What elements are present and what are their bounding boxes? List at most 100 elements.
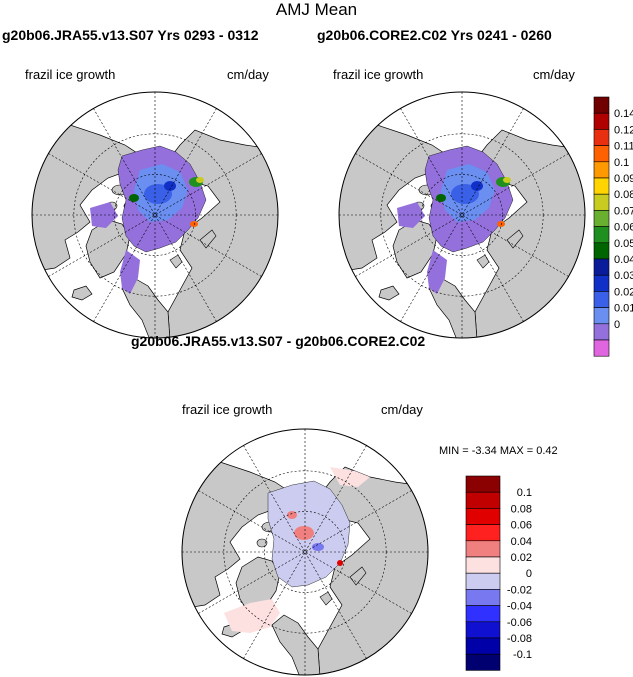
colorbar-tick-label: 0.04: [614, 254, 633, 266]
colorbar-box: [593, 339, 610, 357]
min-label: MIN =: [439, 445, 472, 457]
meridian-line: [243, 445, 367, 659]
diff-colorbar: 0.1 0.08 0.06 0.04 0.02 0 -0.02 -0.04 -0.06 -0.08…: [465, 475, 532, 671]
colorbar-tick-label: -0.04: [507, 601, 532, 613]
panel2-polar-map: [338, 91, 586, 339]
figure-title: AMJ Mean: [275, 0, 358, 19]
colorbar-box: [465, 637, 501, 655]
colorbar-box: [593, 112, 610, 130]
colorbar-box: [465, 475, 501, 493]
colorbar-box: [593, 274, 610, 292]
ice-growth-peak: [471, 181, 483, 191]
iceland-landmass: [378, 285, 400, 301]
colorbar-tick-label: 0.11: [614, 141, 633, 153]
north-america-landmass: [32, 124, 141, 273]
colorbar-box: [593, 129, 610, 146]
colorbar-tick-label: -0.1: [513, 649, 532, 661]
colorbar-box: [593, 226, 610, 244]
colorbar-box: [593, 96, 610, 114]
colorbar-box: [465, 605, 501, 623]
diff-strong-positive-spot: [337, 560, 343, 566]
latitude-circle: [264, 511, 346, 593]
north-america-landmass: [339, 124, 448, 273]
top-colorbar: 0.14 0.12 0.11 0.1 0.09 0.08 0.07 0.06 0.05 0.04 0…: [593, 96, 633, 357]
panel3-units-label: cm/day: [381, 402, 423, 417]
panel3-run-title: g20b06.JRA55.v13.S07 - g20b06.CORE2.C02: [131, 333, 426, 349]
ice-growth-high: [144, 184, 172, 204]
colorbar-tick-label: 0.04: [511, 536, 532, 548]
diff-min-max-readout: MIN = -3.34 MAX = 0.42: [439, 445, 558, 457]
colorbar-tick-label: -0.02: [507, 584, 532, 596]
map-clip-group: [32, 92, 278, 338]
map-border: [31, 91, 279, 339]
north-america-landmass: [182, 461, 291, 610]
hotspot-orange: [497, 221, 505, 227]
ice-growth-tongue: [120, 250, 140, 294]
graticule: [32, 92, 278, 338]
ice-growth-peak: [164, 181, 176, 191]
colorbar-box: [465, 508, 501, 525]
colorbar-tick-label: 0.08: [511, 503, 532, 515]
colorbar-tick-label: -0.08: [507, 633, 532, 645]
min-value: -3.34: [471, 445, 497, 457]
colorbar-box: [465, 556, 501, 574]
meridian-line: [93, 108, 217, 322]
diff-positive-atlantic: [224, 599, 280, 633]
meridian-line: [355, 153, 569, 277]
colorbar-box: [593, 323, 610, 341]
colorbar-tick-label: 0.02: [511, 552, 532, 564]
graticule: [182, 429, 428, 675]
diff-negative-spot: [312, 543, 324, 551]
map-border: [181, 428, 429, 676]
colorbar-box: [465, 540, 501, 558]
map-clip-group: [182, 429, 428, 675]
colorbar-tick-label: 0.1: [614, 157, 629, 169]
colorbar-tick-label: 0: [526, 568, 532, 580]
colorbar-tick-label: 0.1: [517, 487, 532, 499]
colorbar-tick-label: 0.12: [614, 124, 633, 136]
hotspot-yellow: [196, 177, 204, 183]
novaya-zemlya-island: [506, 229, 524, 249]
colorbar-box: [465, 491, 501, 509]
colorbar-box: [593, 291, 610, 308]
colorbar-box: [465, 621, 501, 639]
meridian-line: [400, 108, 524, 322]
colorbar-tick-label: 0.14: [614, 108, 633, 120]
meridian-line: [198, 490, 412, 614]
panel1-units-label: cm/day: [227, 67, 269, 82]
novaya-zemlya-island: [349, 566, 367, 586]
max-value: 0.42: [536, 445, 558, 457]
panel1-polar-map: [31, 91, 279, 339]
hotspot-darkgreen: [436, 194, 446, 202]
colorbar-tick-label: 0.05: [614, 238, 633, 250]
meridian-line: [93, 108, 217, 322]
panel3-polar-map: [181, 428, 429, 676]
max-label: MAX =: [499, 445, 537, 457]
arctic-island: [256, 538, 268, 548]
colorbar-box: [593, 258, 610, 276]
graticule: [339, 92, 585, 338]
colorbar-tick-label: 0.06: [614, 222, 633, 234]
colorbar-box: [593, 145, 610, 163]
hotspot-yellow: [503, 177, 511, 183]
colorbar-tick-label: 0.01: [614, 303, 633, 315]
colorbar-tick-label: 0.08: [614, 189, 633, 201]
colorbar-box: [465, 653, 501, 671]
colorbar-tick-label: -0.06: [507, 617, 532, 629]
panel2-units-label: cm/day: [533, 67, 575, 82]
ice-growth-tongue: [427, 250, 447, 294]
hotspot-darkgreen: [129, 194, 139, 202]
colorbar-box: [465, 589, 501, 606]
map-border: [338, 91, 586, 339]
meridian-line: [48, 153, 262, 277]
colorbar-box: [593, 242, 610, 260]
colorbar-tick-label: 0.06: [511, 520, 532, 532]
colorbar-tick-label: 0.03: [614, 270, 633, 282]
panel1-variable-label: frazil ice growth: [25, 67, 116, 82]
ice-growth-high: [451, 184, 479, 204]
colorbar-box: [593, 210, 610, 227]
panel2-run-title: g20b06.CORE2.C02 Yrs 0241 - 0260: [317, 27, 552, 43]
panel2-variable-label: frazil ice growth: [333, 67, 424, 82]
meridian-line: [355, 153, 569, 277]
colorbar-box: [593, 193, 610, 211]
